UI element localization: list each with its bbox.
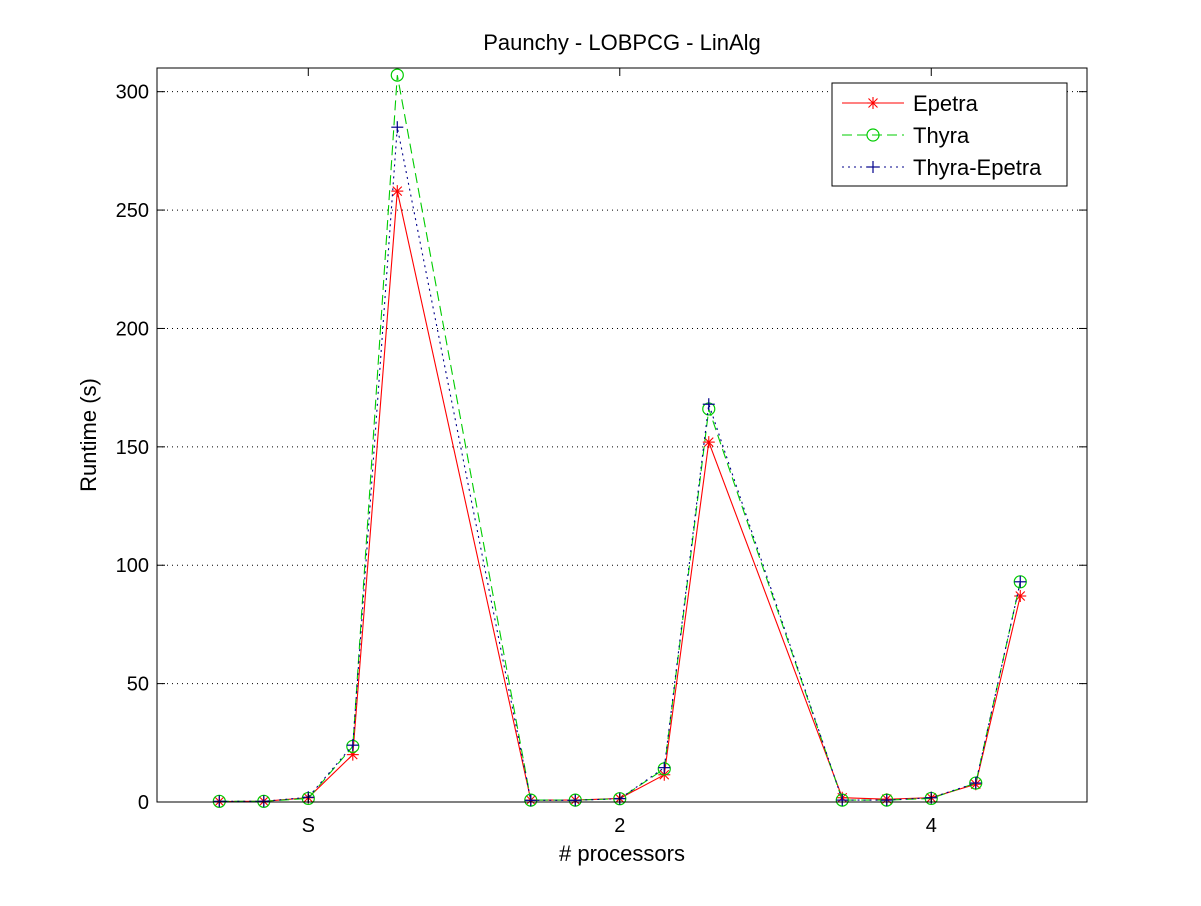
legend-label: Epetra bbox=[913, 91, 979, 116]
data-point bbox=[391, 185, 404, 198]
series-thyra-epetra bbox=[213, 121, 1027, 808]
y-tick-label: 300 bbox=[116, 82, 149, 104]
x-tick-label: 4 bbox=[926, 815, 937, 837]
data-point bbox=[390, 68, 404, 82]
x-axis-label: # processors bbox=[559, 841, 685, 866]
data-point bbox=[213, 795, 226, 808]
data-point bbox=[702, 398, 715, 411]
axes: 0 50 100 150 200 250 300 S 2 4 bbox=[116, 68, 1087, 837]
x-tick-label: 2 bbox=[614, 815, 625, 837]
data-point bbox=[391, 121, 404, 134]
y-tick-label: 250 bbox=[116, 200, 149, 222]
legend-item: Thyra-Epetra bbox=[842, 155, 1042, 180]
data-point bbox=[658, 761, 671, 774]
y-axis-label: Runtime (s) bbox=[76, 378, 101, 492]
y-tick-label: 200 bbox=[116, 318, 149, 340]
data-point bbox=[836, 794, 849, 807]
legend-box bbox=[831, 82, 1068, 187]
legend-marker bbox=[867, 97, 879, 109]
plot-area-border bbox=[156, 67, 1088, 803]
data-point bbox=[1014, 590, 1027, 603]
legend-marker bbox=[866, 128, 880, 142]
y-tick-label: 100 bbox=[116, 555, 149, 577]
data-point bbox=[969, 777, 982, 790]
legend-item: Thyra bbox=[842, 123, 970, 148]
x-tick-label: S bbox=[302, 815, 315, 837]
data-point bbox=[569, 794, 582, 807]
data-point bbox=[524, 794, 537, 807]
chart-title: Paunchy - LOBPCG - LinAlg bbox=[483, 30, 761, 55]
data-point bbox=[702, 436, 715, 449]
legend-label: Thyra bbox=[913, 123, 970, 148]
y-tick-label: 0 bbox=[138, 792, 149, 814]
legend-label: Thyra-Epetra bbox=[913, 155, 1042, 180]
legend: Epetra Thyra Thyra-Epetra bbox=[831, 82, 1068, 187]
data-point bbox=[257, 795, 270, 808]
data-point bbox=[1014, 575, 1027, 588]
legend-marker bbox=[867, 161, 879, 173]
y-tick-label: 150 bbox=[116, 437, 149, 459]
data-point bbox=[346, 739, 359, 752]
data-point bbox=[880, 794, 893, 807]
legend-item: Epetra bbox=[842, 91, 979, 116]
y-tick-label: 50 bbox=[127, 674, 149, 696]
